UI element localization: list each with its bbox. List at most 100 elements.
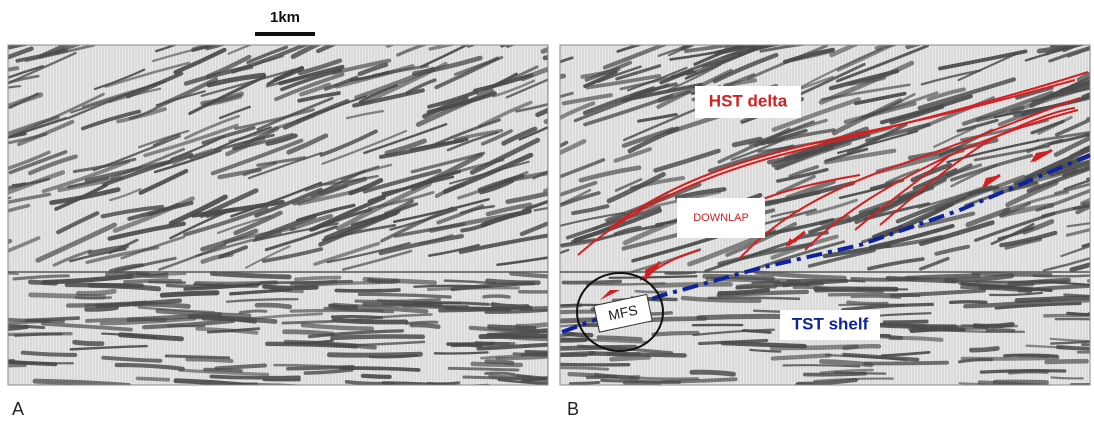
seismic-reflector xyxy=(783,365,859,366)
seismic-reflector xyxy=(78,291,114,293)
seismic-reflector xyxy=(486,373,515,374)
seismic-reflector xyxy=(336,290,399,291)
seismic-reflector xyxy=(852,297,900,298)
seismic-reflector xyxy=(31,295,104,297)
seismic-reflector xyxy=(412,325,439,327)
scale-label: 1km xyxy=(270,9,300,26)
seismic-reflector xyxy=(211,376,299,377)
seismic-reflector xyxy=(599,337,641,339)
seismic-reflector xyxy=(885,322,927,323)
seismic-reflector xyxy=(0,327,27,329)
seismic-reflector xyxy=(67,285,142,286)
seismic-reflector xyxy=(1051,377,1082,378)
seismic-reflector xyxy=(296,278,340,280)
seismic-reflector xyxy=(962,287,1009,288)
seismic-reflector xyxy=(168,326,204,327)
seismic-reflector xyxy=(973,273,1050,274)
seismic-reflector xyxy=(332,336,422,338)
seismic-reflector xyxy=(611,357,648,359)
seismic-reflector xyxy=(334,320,406,322)
tst-label: TST shelf xyxy=(792,314,869,333)
seismic-reflector xyxy=(75,342,102,343)
seismic-reflector xyxy=(76,298,111,299)
seismic-reflector xyxy=(388,25,437,45)
seismic-reflector xyxy=(951,302,986,303)
seismic-reflector xyxy=(428,383,459,384)
seismic-reflector xyxy=(149,282,184,283)
seismic-reflector xyxy=(971,348,997,350)
seismic-reflector xyxy=(570,382,598,383)
seismic-reflector xyxy=(844,346,879,348)
seismic-reflector xyxy=(484,296,509,297)
seismic-reflector xyxy=(341,368,419,370)
seismic-reflector xyxy=(240,311,265,313)
panel-label: A xyxy=(12,399,24,419)
hst-label: HST delta xyxy=(709,91,788,110)
seismic-reflector xyxy=(912,329,964,331)
seismic-reflector xyxy=(981,371,1064,372)
seismic-reflector xyxy=(549,353,593,355)
seismic-reflector xyxy=(1053,16,1094,46)
seismic-reflector xyxy=(448,344,493,345)
seismic-reflector xyxy=(187,359,231,361)
seismic-reflector xyxy=(636,291,666,292)
seismic-reflector xyxy=(86,308,116,310)
seismic-reflector xyxy=(1000,386,1088,390)
figure: 1km HST delta DOWNLAP xyxy=(0,0,1094,422)
seismic-reflector xyxy=(683,22,748,49)
seismic-reflector xyxy=(469,25,532,46)
seismic-reflector xyxy=(437,23,513,45)
seismic-reflector xyxy=(363,376,390,377)
seismic-reflector xyxy=(1047,361,1087,362)
downlap-label: DOWNLAP xyxy=(693,212,749,224)
seismic-reflector xyxy=(370,355,416,357)
seismic-reflector xyxy=(699,316,783,317)
seismic-reflector xyxy=(30,282,55,283)
seismic-reflector xyxy=(592,388,668,392)
seismic-reflector xyxy=(23,387,102,388)
seismic-reflector xyxy=(865,363,947,364)
seismic-reflector xyxy=(631,378,698,379)
seismic-reflector xyxy=(283,321,332,323)
seismic-reflector xyxy=(247,387,277,388)
seismic-panel-a xyxy=(0,11,624,392)
seismic-reflector xyxy=(196,282,276,283)
seismic-reflector xyxy=(692,372,734,374)
seismic-reflector xyxy=(890,338,941,340)
seismic-reflector xyxy=(852,279,915,280)
seismic-reflector xyxy=(705,276,773,278)
seismic-reflector xyxy=(137,273,168,274)
seismic-reflector xyxy=(429,288,519,290)
seismic-reflector xyxy=(393,386,488,390)
seismic-reflector xyxy=(134,304,188,306)
panel-label: B xyxy=(567,399,579,419)
seismic-reflector xyxy=(517,325,546,327)
seismic-reflector xyxy=(709,298,799,299)
seismic-reflector xyxy=(653,333,697,335)
seismic-reflector xyxy=(1034,275,1094,276)
seismic-reflector xyxy=(165,386,204,388)
seismic-reflector xyxy=(1051,18,1094,47)
seismic-reflector xyxy=(487,361,512,363)
seismic-reflector xyxy=(292,282,336,284)
seismic-reflector xyxy=(407,322,437,323)
seismic-reflector xyxy=(0,273,18,274)
seismic-reflector xyxy=(138,378,169,379)
seismic-reflector xyxy=(267,344,356,347)
seismic-reflector xyxy=(508,389,576,391)
seismic-reflector xyxy=(0,334,71,335)
seismic-reflector xyxy=(794,287,827,288)
seismic-reflector xyxy=(908,24,985,47)
seismic-reflector xyxy=(440,308,531,311)
seismic-reflector xyxy=(835,372,886,373)
seismic-reflector xyxy=(963,358,1058,359)
seismic-reflector xyxy=(162,293,217,295)
seismic-reflector xyxy=(962,325,1017,326)
seismic-reflector xyxy=(1005,355,1057,356)
seismic-reflector xyxy=(23,353,75,355)
seismic-reflector xyxy=(435,352,488,353)
seismic-reflector xyxy=(284,332,332,334)
seismic-reflector xyxy=(502,36,536,46)
seismic-reflector xyxy=(565,334,591,335)
seismic-reflector xyxy=(987,330,1014,331)
